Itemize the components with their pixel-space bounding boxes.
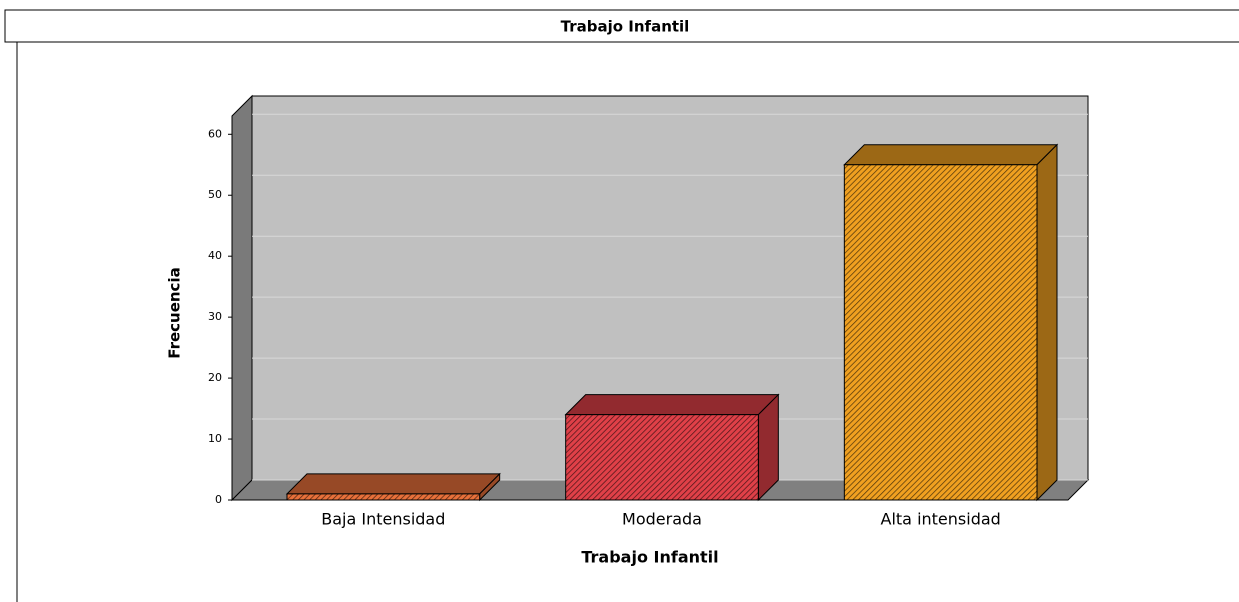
chart-title: Trabajo Infantil <box>561 18 690 36</box>
y-tick-label: 30 <box>208 310 222 323</box>
bar-top <box>285 473 501 495</box>
x-tick-label: Baja Intensidad <box>321 510 445 529</box>
side-wall <box>231 94 253 502</box>
bar <box>565 414 759 501</box>
bar-top <box>843 144 1059 166</box>
x-tick-label: Alta intensidad <box>881 510 1001 529</box>
y-tick-label: 50 <box>208 188 222 201</box>
bar-side <box>1036 143 1058 502</box>
x-axis-label: Trabajo Infantil <box>581 548 718 567</box>
bar <box>843 164 1038 501</box>
x-tick-label: Moderada <box>622 510 702 529</box>
y-tick-label: 20 <box>208 371 222 384</box>
y-tick-label: 60 <box>208 127 222 140</box>
y-axis-label: Frecuencia <box>166 267 184 358</box>
title-box <box>4 9 1239 43</box>
bar <box>286 493 481 501</box>
y-tick-label: 40 <box>208 249 222 262</box>
y-tick-label: 10 <box>208 432 222 445</box>
y-tick-label: 0 <box>215 493 222 506</box>
bar-top <box>564 394 780 416</box>
